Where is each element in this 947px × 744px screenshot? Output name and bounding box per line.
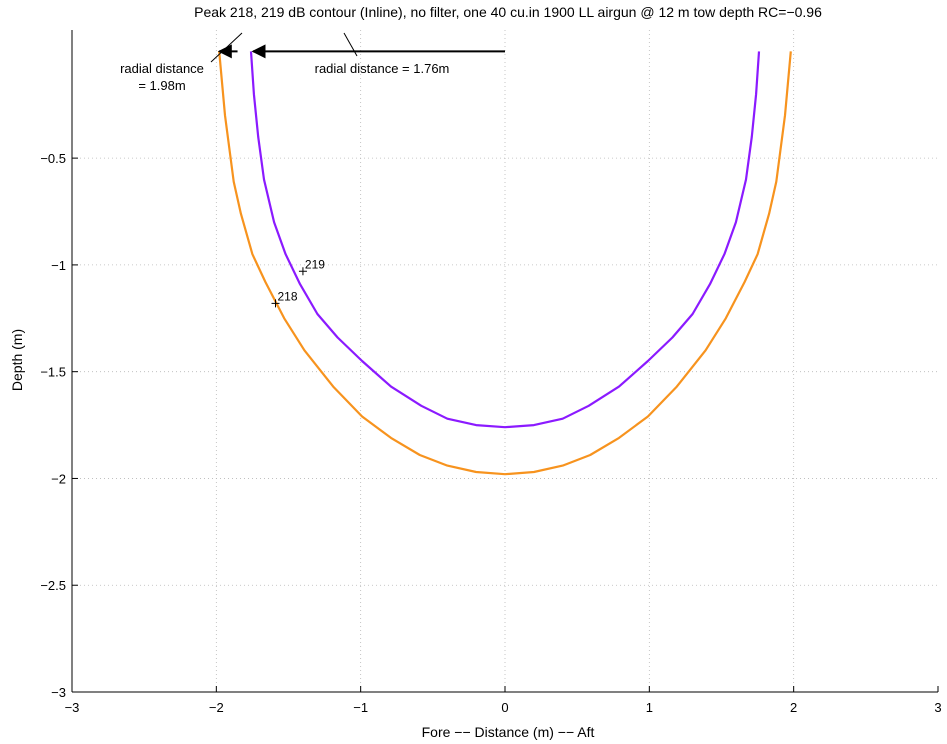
contour-label: 219 — [305, 257, 325, 271]
y-tick-label: −3 — [51, 685, 66, 700]
x-tick-label: −1 — [353, 700, 368, 715]
series-line-219 — [249, 51, 761, 429]
grid-lines — [72, 30, 938, 692]
annotation-text-2-line: = 1.98m — [138, 78, 185, 93]
contour-label-marker — [298, 267, 307, 276]
contour-label-marker — [271, 299, 280, 308]
series-group — [218, 51, 792, 476]
annotation-leader-2 — [210, 32, 243, 63]
x-axis-label: Fore −− Distance (m) −− Aft — [422, 724, 595, 740]
annotation-text-2-line: radial distance — [120, 61, 204, 76]
y-tick-label: −1.5 — [40, 365, 66, 380]
y-tick-label: −1 — [51, 258, 66, 273]
chart-title: Peak 218, 219 dB contour (Inline), no fi… — [194, 4, 822, 20]
y-tick-label: −2 — [51, 471, 66, 486]
x-tick-label: 0 — [501, 700, 508, 715]
series-line-218 — [218, 51, 792, 476]
x-tick-label: −2 — [209, 700, 224, 715]
annotation-leader-1 — [343, 32, 358, 57]
contour-labels: 219 218 — [271, 257, 325, 308]
annotations: radial distance = 1.76m radial distance = … — [120, 32, 505, 93]
axes: −3 −2 −1 0 1 2 3 −3 −2.5 −2 −1.5 −1 −0.5 — [40, 30, 942, 715]
x-tick-label: 2 — [790, 700, 797, 715]
x-tick-label: 3 — [934, 700, 941, 715]
x-tick-label: −3 — [65, 700, 80, 715]
annotation-text-1: radial distance = 1.76m — [315, 61, 450, 76]
x-tick-label: 1 — [646, 700, 653, 715]
contour-label: 218 — [278, 289, 298, 303]
y-axis-label: Depth (m) — [9, 329, 25, 391]
y-tick-label: −0.5 — [40, 151, 66, 166]
y-tick-label: −2.5 — [40, 578, 66, 593]
